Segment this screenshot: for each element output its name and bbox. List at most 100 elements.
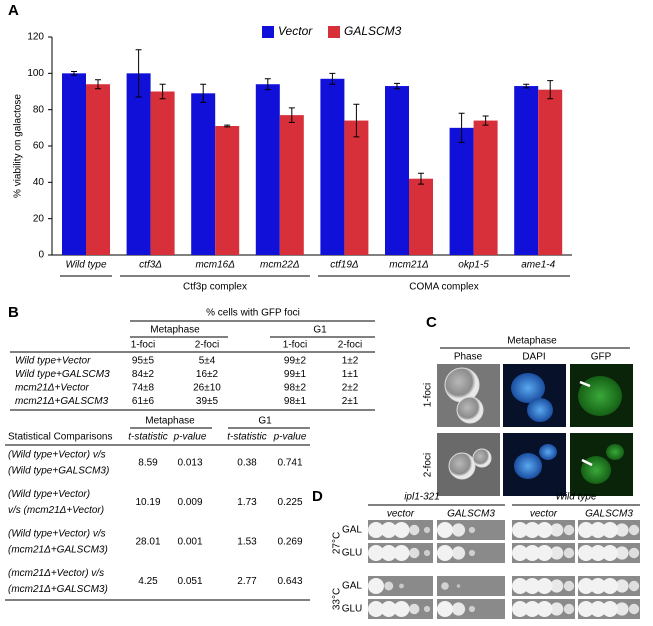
spot xyxy=(380,601,397,617)
spot xyxy=(423,605,431,613)
cell: 4.25 xyxy=(138,576,158,587)
x-tick-label: ame1-4 xyxy=(521,260,555,271)
bar xyxy=(409,178,433,255)
row-label: 2-foci xyxy=(423,453,434,477)
temp-label: 33°C xyxy=(332,588,343,610)
error-bar xyxy=(329,72,336,85)
error-bar xyxy=(547,80,554,100)
cell: 8.59 xyxy=(138,458,158,469)
error-bar xyxy=(95,79,101,90)
spot xyxy=(563,547,575,559)
label: Metaphase xyxy=(150,325,200,336)
spot xyxy=(628,580,640,592)
nucleus xyxy=(514,453,542,479)
temp-label: 27°C xyxy=(332,532,343,554)
nucleus xyxy=(527,398,553,422)
spot xyxy=(368,522,384,538)
spot xyxy=(590,522,606,538)
spot xyxy=(536,601,553,617)
row-label: 1-foci xyxy=(423,383,434,407)
cell xyxy=(472,448,492,468)
x-tick-label: ctf3Δ xyxy=(139,260,162,271)
cell: 0.013 xyxy=(177,458,202,469)
column-header: DAPI xyxy=(522,352,545,363)
column-header: p-value xyxy=(273,432,307,443)
spot xyxy=(628,524,640,536)
cell: 0.643 xyxy=(277,576,302,587)
y-tick-label: 80 xyxy=(33,104,45,115)
cell: 99±1 xyxy=(284,369,307,380)
spot xyxy=(628,603,640,615)
y-tick-label: 20 xyxy=(33,213,45,224)
row-label: (Wild type+GALSCM3) xyxy=(8,466,109,477)
spot xyxy=(563,524,575,536)
spot xyxy=(441,582,449,590)
spot xyxy=(399,583,404,589)
cell: 1.53 xyxy=(237,537,257,548)
spot xyxy=(578,578,594,594)
bar xyxy=(344,120,369,255)
strain-label: Wild type xyxy=(555,492,596,503)
bar xyxy=(449,127,474,255)
column-header: Statistical Comparisons xyxy=(8,432,112,443)
spot xyxy=(393,522,410,538)
spot xyxy=(628,547,640,559)
cell: 26±10 xyxy=(193,383,221,394)
column-header: 1-foci xyxy=(283,340,307,351)
media-label: GLU xyxy=(342,548,363,559)
label: G1 xyxy=(313,325,327,336)
y-tick-label: 40 xyxy=(33,177,45,188)
spot xyxy=(368,545,384,561)
spot xyxy=(590,545,606,561)
cell: 1.73 xyxy=(237,497,257,508)
spot xyxy=(615,579,629,593)
spot xyxy=(409,547,420,559)
column-header: p-value xyxy=(173,432,207,443)
column-header: Phase xyxy=(454,352,483,363)
spot xyxy=(615,602,629,616)
cell: 0.741 xyxy=(277,458,302,469)
panel-title: Metaphase xyxy=(507,336,557,347)
spot xyxy=(578,601,594,617)
cell: 0.225 xyxy=(277,497,302,508)
spot xyxy=(437,601,453,617)
row-label: (Wild type+Vector) xyxy=(8,489,90,500)
bar xyxy=(385,86,409,255)
row-label: Wild type+GALSCM3 xyxy=(15,369,110,380)
cell: 16±2 xyxy=(196,369,219,380)
spot xyxy=(615,546,629,560)
y-axis-title: % viability on galactose xyxy=(13,94,24,198)
spot xyxy=(550,546,564,560)
row-label: (Wild type+Vector) v/s xyxy=(8,529,106,540)
error-bar xyxy=(418,172,424,185)
spot xyxy=(393,601,410,617)
cell: 61±6 xyxy=(132,396,155,407)
error-bar xyxy=(200,83,207,103)
cell: 0.051 xyxy=(177,576,202,587)
spot xyxy=(536,578,553,594)
bar xyxy=(150,91,175,255)
spot xyxy=(602,601,618,617)
arrow xyxy=(581,458,593,467)
error-bar xyxy=(135,49,142,98)
media-label: GAL xyxy=(342,525,362,536)
cell: 2±1 xyxy=(342,396,359,407)
cell: 39±5 xyxy=(196,396,219,407)
bar xyxy=(86,84,110,255)
error-bar xyxy=(482,115,489,126)
spot xyxy=(512,601,528,617)
spot xyxy=(524,522,541,538)
error-bar xyxy=(224,124,231,128)
spot xyxy=(590,601,606,617)
error-bar xyxy=(458,112,465,143)
cell xyxy=(606,444,624,460)
y-tick-label: 100 xyxy=(27,68,44,79)
spot xyxy=(468,526,476,534)
strain-label: ipl1-321 xyxy=(404,492,440,503)
cell: 98±1 xyxy=(284,396,307,407)
column-header: GFP xyxy=(591,352,612,363)
cell: 1±1 xyxy=(342,369,359,380)
column-header: 2-foci xyxy=(195,340,219,351)
spot xyxy=(423,526,431,534)
legend-label: GALSCM3 xyxy=(344,24,402,38)
